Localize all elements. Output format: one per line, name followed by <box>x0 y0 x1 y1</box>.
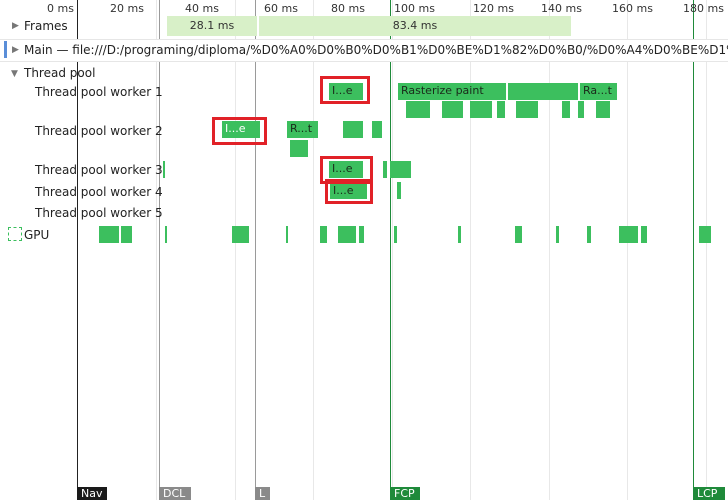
worker-3-label: Thread pool worker 3 <box>35 163 163 177</box>
ruler-tick: 60 ms <box>264 2 298 15</box>
task-block[interactable] <box>163 161 165 178</box>
task-block[interactable]: I...e <box>329 161 363 178</box>
gpu-bar[interactable] <box>641 226 647 243</box>
thread-pool-collapse-icon[interactable]: ▼ <box>11 69 18 79</box>
task-block[interactable]: R...t <box>287 121 318 138</box>
task-block[interactable] <box>406 101 430 118</box>
ruler-tick: 40 ms <box>185 2 219 15</box>
highlight-box <box>212 117 267 145</box>
gpu-bar[interactable] <box>699 226 711 243</box>
worker-5-label: Thread pool worker 5 <box>35 206 163 220</box>
task-block[interactable] <box>383 161 387 178</box>
gpu-bar[interactable] <box>99 226 119 243</box>
gpu-bar[interactable] <box>619 226 638 243</box>
l-marker-badge[interactable]: L <box>255 487 270 500</box>
gpu-bar[interactable] <box>587 226 591 243</box>
ruler-tick: 160 ms <box>612 2 653 15</box>
gpu-bar[interactable] <box>556 226 559 243</box>
task-block[interactable] <box>397 182 401 199</box>
frame-bar[interactable]: 28.1 ms <box>167 16 257 36</box>
task-block[interactable]: I...e <box>330 183 367 199</box>
task-block[interactable]: I...e <box>329 83 363 100</box>
frames-expand-icon[interactable]: ▶ <box>12 21 19 31</box>
task-block[interactable] <box>578 101 584 118</box>
dcl-marker-line <box>159 0 160 487</box>
gpu-bar[interactable] <box>515 226 522 243</box>
task-block[interactable]: I...e <box>222 121 260 138</box>
fcp-marker-line <box>390 0 391 487</box>
task-block[interactable] <box>442 101 463 118</box>
task-block[interactable] <box>506 83 508 100</box>
main-thread-row[interactable]: ▶ Main — file:///D:/programing/diploma/%… <box>0 39 728 62</box>
gpu-row-left-marker <box>8 227 22 241</box>
ruler-tick: 0 ms <box>47 2 74 15</box>
thread-pool-label[interactable]: Thread pool <box>24 66 96 80</box>
frame-bar[interactable]: 83.4 ms <box>259 16 571 36</box>
task-block[interactable] <box>290 140 308 157</box>
ruler-tick: 140 ms <box>541 2 582 15</box>
ruler-tick: 180 ms <box>683 2 724 15</box>
task-block[interactable] <box>372 121 382 138</box>
task-block[interactable] <box>596 101 610 118</box>
ruler-tick: 120 ms <box>473 2 514 15</box>
main-selection-indicator <box>4 41 7 58</box>
gpu-bar[interactable] <box>232 226 249 243</box>
ruler-tick: 80 ms <box>331 2 365 15</box>
worker-4-label: Thread pool worker 4 <box>35 185 163 199</box>
task-block[interactable] <box>516 101 538 118</box>
gpu-bar[interactable] <box>338 226 356 243</box>
gpu-label: GPU <box>24 228 50 242</box>
task-block[interactable] <box>390 161 411 178</box>
worker-1-label: Thread pool worker 1 <box>35 85 163 99</box>
task-block[interactable] <box>562 101 570 118</box>
time-ruler: 0 ms 20 ms 40 ms 60 ms 80 ms 100 ms 120 … <box>0 0 728 18</box>
main-expand-icon[interactable]: ▶ <box>12 45 19 55</box>
lcp-marker-badge[interactable]: LCP <box>693 487 725 500</box>
frames-label[interactable]: Frames <box>24 19 68 33</box>
highlight-box <box>320 76 370 104</box>
task-block[interactable] <box>470 101 492 118</box>
task-block[interactable] <box>560 83 578 100</box>
task-block[interactable] <box>343 121 363 138</box>
task-block[interactable] <box>497 101 505 118</box>
gpu-bar[interactable] <box>359 226 364 243</box>
ruler-tick: 20 ms <box>110 2 144 15</box>
gpu-bar[interactable] <box>286 226 288 243</box>
main-thread-label: Main — file:///D:/programing/diploma/%D0… <box>24 43 728 57</box>
task-block[interactable]: Rasterize paint <box>398 83 560 100</box>
highlight-box <box>325 179 373 204</box>
task-block[interactable]: Ra...t <box>580 83 617 100</box>
nav-marker-badge[interactable]: Nav <box>77 487 107 500</box>
gpu-bar[interactable] <box>165 226 167 243</box>
gpu-bar[interactable] <box>121 226 132 243</box>
gpu-bar[interactable] <box>394 226 397 243</box>
gpu-bar[interactable] <box>320 226 327 243</box>
fcp-marker-badge[interactable]: FCP <box>390 487 420 500</box>
lcp-marker-line <box>693 0 694 487</box>
dcl-marker-badge[interactable]: DCL <box>159 487 191 500</box>
highlight-box <box>320 156 373 184</box>
ruler-tick: 100 ms <box>394 2 435 15</box>
nav-marker-line <box>77 0 78 487</box>
l-marker-line <box>255 0 256 487</box>
worker-2-label: Thread pool worker 2 <box>35 124 163 138</box>
gpu-bar[interactable] <box>458 226 461 243</box>
